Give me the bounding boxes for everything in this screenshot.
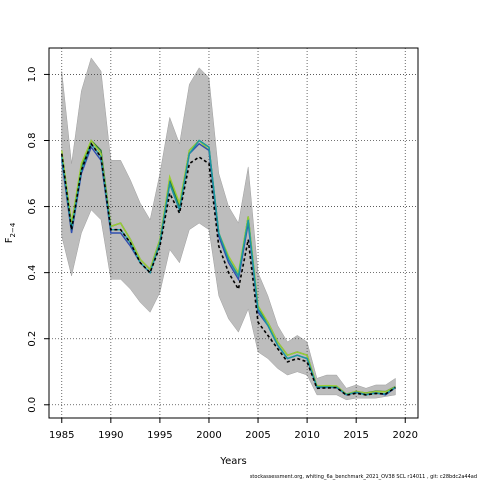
y-tick-label: 0.6 xyxy=(27,199,38,215)
x-tick-label: 1995 xyxy=(147,430,172,441)
footnote: stockassessment.org, whiting_6a_benchmar… xyxy=(250,474,477,480)
x-tick-label: 2010 xyxy=(294,430,319,441)
plot-frame xyxy=(48,47,419,419)
y-tick-label: 1.0 xyxy=(27,66,38,82)
y-tick-label: 0.2 xyxy=(27,331,38,347)
x-tick-label: 2015 xyxy=(343,430,368,441)
confidence-band xyxy=(61,57,396,401)
x-tick-label: 1990 xyxy=(98,430,123,441)
series-line-2 xyxy=(61,139,396,395)
band-area xyxy=(61,57,396,401)
series-lines xyxy=(60,139,396,397)
x-axis: 1985 1990 1995 2000 2005 2010 2015 2020 xyxy=(49,418,418,441)
series-line-dashed xyxy=(60,142,396,397)
y-axis-title: F2−4 xyxy=(4,222,17,243)
y-axis: 0.0 0.2 0.4 0.6 0.8 1.0 xyxy=(27,66,49,413)
x-tick-label: 1985 xyxy=(49,430,74,441)
x-tick-label: 2020 xyxy=(393,430,418,441)
y-tick-label: 0.0 xyxy=(27,397,38,413)
y-tick-label: 0.4 xyxy=(27,265,38,281)
x-tick-label: 2005 xyxy=(245,430,270,441)
y-tick-label: 0.8 xyxy=(27,133,38,149)
x-tick-label: 2000 xyxy=(196,430,221,441)
y-axis-title-main: F xyxy=(4,237,15,243)
x-axis-title: Years xyxy=(219,456,246,467)
y-axis-title-sub: 2−4 xyxy=(9,222,17,237)
